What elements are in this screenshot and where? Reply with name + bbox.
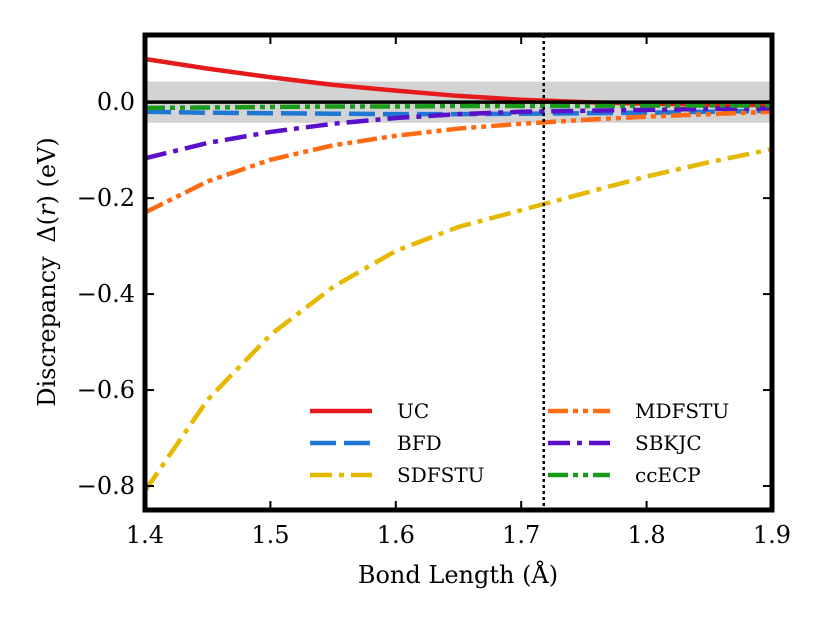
ticks-layer: 1.4 1.5 1.6 1.7 1.8 1.9 0.0 −0.2 −0.4 −0.6 −0.8 (77, 35, 791, 549)
series-line-sdfstu (145, 146, 772, 493)
x-tick-label: 1.7 (502, 521, 540, 549)
x-axis-title: Bond Length (Å) (358, 560, 558, 589)
series-line-sbkjc (145, 106, 772, 161)
x-tick-label: 1.6 (377, 521, 415, 549)
x-tick-label: 1.9 (753, 521, 791, 549)
legend: UC BFD SDFSTU MDFSTU SBKJC ccECP (310, 399, 729, 487)
y-tick-label: −0.8 (77, 472, 135, 500)
x-tick-label: 1.8 (628, 521, 666, 549)
legend-label-sdfstu: SDFSTU (397, 463, 485, 487)
y-tick-label: −0.6 (77, 376, 135, 404)
legend-label-uc: UC (397, 399, 429, 423)
plot-frame (142, 32, 775, 513)
series-line-mdfstu (145, 109, 772, 215)
legend-label-mdfstu: MDFSTU (635, 399, 729, 423)
y-axis-title-prefix: Discrepancy (33, 256, 61, 407)
legend-label-ccecp: ccECP (635, 463, 701, 487)
y-axis-title-suffix: ) (eV) (33, 137, 61, 204)
y-axis-title-symbol: Δ( (33, 216, 61, 243)
y-tick-label: 0.0 (97, 88, 135, 116)
x-tick-label: 1.5 (251, 521, 289, 549)
y-tick-label: −0.4 (77, 280, 135, 308)
series-layer (145, 56, 772, 493)
y-tick-label: −0.2 (77, 184, 135, 212)
y-axis-title: Discrepancy Δ(r) (eV) (33, 137, 61, 407)
y-axis-title-var: r (33, 203, 61, 216)
legend-label-bfd: BFD (397, 431, 442, 455)
x-tick-label: 1.4 (126, 521, 164, 549)
series-line-ccecp (145, 103, 772, 111)
legend-label-sbkjc: SBKJC (635, 431, 702, 455)
